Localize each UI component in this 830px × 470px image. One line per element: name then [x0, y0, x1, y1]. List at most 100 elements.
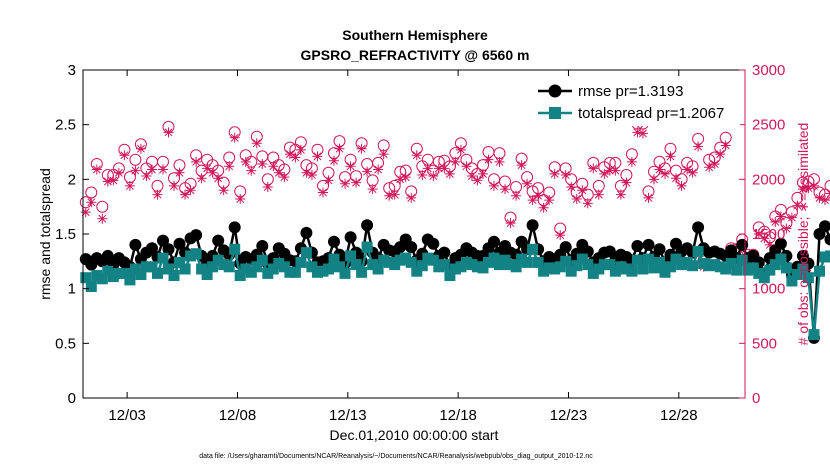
assimilated-obs-marker [185, 185, 196, 196]
assimilated-obs-marker [770, 216, 781, 227]
assimilated-obs-marker [240, 156, 251, 167]
spread-marker [300, 247, 312, 259]
assimilated-obs-marker [626, 156, 637, 167]
spread-marker [251, 261, 263, 273]
assimilated-obs-marker [180, 189, 191, 200]
assimilated-obs-marker [786, 212, 797, 223]
spread-marker [135, 269, 147, 280]
legend: rmse pr=1.3193 totalspread pr=1.2067 [530, 76, 740, 126]
assimilated-obs-marker [704, 162, 715, 173]
assimilated-obs-marker [124, 180, 135, 191]
assimilated-obs-marker [91, 164, 102, 175]
assimilated-obs-marker [720, 140, 731, 151]
assimilated-obs-marker [693, 141, 704, 152]
spread-marker [797, 263, 809, 275]
assimilated-obs-marker [246, 165, 257, 176]
spread-marker [80, 272, 92, 284]
spread-marker [118, 267, 130, 279]
spread-marker [687, 260, 699, 272]
spread-marker [190, 248, 202, 260]
spread-marker [163, 263, 174, 275]
assimilated-obs-marker [555, 230, 566, 241]
spread-marker [140, 261, 152, 273]
assimilated-obs-marker [505, 218, 516, 229]
spread-marker [510, 261, 522, 273]
y-right-tick-label: 1500 [752, 226, 785, 243]
spread-marker [361, 241, 373, 253]
assimilated-obs-marker [141, 171, 152, 182]
assimilated-obs-marker [191, 156, 202, 167]
x-tick-label: 12/08 [219, 407, 257, 424]
assimilated-obs-marker [803, 183, 814, 194]
spread-marker [372, 263, 384, 275]
assimilated-obs-marker [488, 180, 499, 191]
y-axis-label-right: # of obs: o=possible; ∗=assimilated [795, 123, 811, 346]
assimilated-obs-marker [455, 144, 466, 155]
assimilated-obs-marker [152, 189, 163, 200]
spread-marker [643, 253, 654, 265]
assimilated-obs-marker [378, 149, 389, 160]
spread-marker [323, 263, 334, 275]
assimilated-obs-marker [753, 229, 764, 239]
spread-marker [471, 261, 483, 273]
assimilated-obs-marker [362, 166, 373, 177]
rmse-marker [157, 234, 169, 247]
legend-spread-marker [549, 107, 561, 119]
assimilated-obs-marker [400, 172, 411, 183]
assimilated-obs-marker [312, 151, 323, 162]
assimilated-obs-marker [157, 164, 168, 175]
assimilated-obs-marker [792, 200, 803, 211]
spread-marker [488, 252, 500, 264]
rmse-marker [228, 221, 241, 234]
assimilated-obs-marker [273, 167, 284, 178]
assimilated-obs-marker [119, 150, 130, 161]
legend-spread-label: totalspread pr=1.2067 [578, 105, 724, 122]
assimilated-obs-marker [367, 184, 378, 195]
assimilated-obs-marker [660, 168, 671, 179]
assimilated-obs-marker [682, 164, 693, 175]
rmse-spread-series [79, 219, 830, 344]
assimilated-obs-marker [395, 174, 406, 185]
assimilated-obs-marker [560, 169, 571, 180]
assimilated-obs-marker [571, 194, 582, 205]
rmse-marker [642, 238, 655, 251]
assimilated-obs-marker [648, 174, 659, 185]
assimilated-obs-marker [759, 233, 770, 244]
spread-marker [345, 250, 357, 262]
assimilated-obs-marker [511, 190, 522, 201]
spread-marker [731, 264, 743, 276]
possible-obs-marker [96, 200, 109, 213]
assimilated-obs-marker [102, 176, 113, 187]
assimilated-obs-marker [306, 169, 317, 180]
spread-marker [631, 254, 643, 266]
spread-marker [665, 261, 676, 273]
axes: 0 0.5 1 1.5 2 2.5 3 0 500 1000 1500 2000 2500 3000 12/… [55, 62, 785, 424]
possible-obs-marker [824, 179, 830, 192]
assimilated-obs-marker [643, 192, 654, 203]
spread-marker [438, 259, 450, 271]
assimilated-obs-marker [610, 165, 621, 176]
spread-marker [670, 253, 682, 265]
assimilated-obs-marker [472, 175, 483, 186]
x-axis-label: Dec.01,2010 00:00:00 start [330, 427, 499, 443]
assimilated-obs-marker [671, 173, 682, 184]
spread-marker [786, 275, 798, 287]
assimilated-obs-marker [384, 190, 395, 201]
spread-marker [85, 281, 97, 292]
assimilated-obs-marker [213, 173, 224, 184]
spread-marker [780, 262, 792, 274]
assimilated-obs-marker [229, 132, 240, 143]
assimilated-obs-marker [113, 167, 124, 178]
assimilated-obs-marker [665, 151, 676, 162]
spread-marker [775, 253, 787, 265]
spread-marker [444, 270, 456, 281]
spread-marker [692, 246, 704, 257]
assimilated-obs-marker [417, 169, 428, 180]
rmse-marker [736, 238, 749, 251]
y-right-tick-label: 1000 [752, 281, 785, 298]
assimilated-obs-marker [146, 164, 157, 175]
assimilated-obs-marker [86, 197, 97, 208]
rmse-marker [162, 243, 175, 256]
assimilated-obs-marker [202, 163, 213, 174]
assimilated-obs-marker [251, 138, 262, 149]
